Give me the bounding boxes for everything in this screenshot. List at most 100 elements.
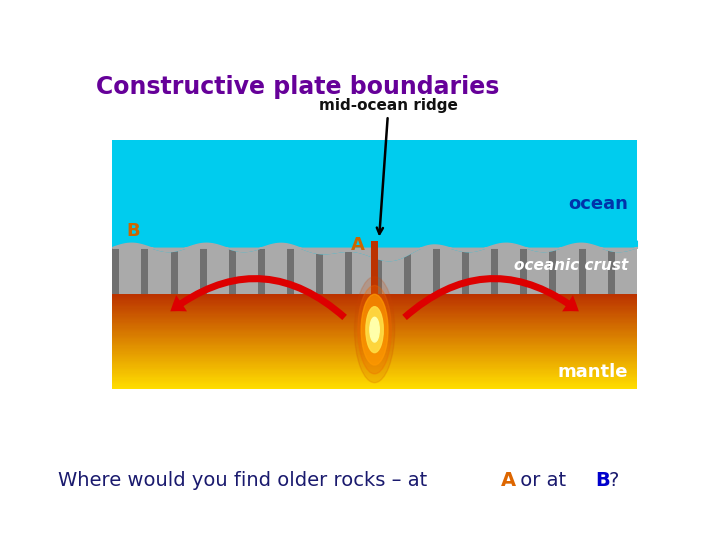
Bar	[112, 369, 636, 370]
Bar	[112, 298, 636, 299]
Bar	[229, 247, 236, 294]
Bar	[112, 308, 636, 310]
Bar	[112, 386, 636, 387]
Bar	[608, 247, 615, 294]
Bar	[112, 312, 636, 313]
Bar	[112, 330, 636, 331]
Bar	[112, 362, 636, 363]
Bar	[112, 140, 636, 247]
Bar	[316, 247, 323, 294]
FancyArrowPatch shape	[171, 275, 347, 320]
Bar	[579, 247, 585, 294]
Bar	[112, 353, 636, 354]
Bar	[156, 247, 163, 294]
Bar	[549, 247, 557, 294]
Text: mid-ocean ridge: mid-ocean ridge	[319, 98, 458, 234]
Bar	[112, 310, 636, 311]
Text: ?: ?	[608, 471, 618, 490]
Bar	[258, 247, 265, 294]
Bar	[112, 324, 636, 325]
Ellipse shape	[354, 276, 395, 383]
Bar	[418, 247, 426, 294]
Bar	[593, 247, 600, 294]
Bar	[433, 247, 440, 294]
Bar	[112, 343, 636, 344]
Bar	[112, 348, 636, 349]
Bar	[112, 332, 636, 333]
Bar	[112, 320, 636, 322]
Bar	[112, 388, 636, 389]
Bar	[112, 355, 636, 356]
Bar	[112, 387, 636, 388]
Text: A: A	[501, 471, 516, 490]
Bar	[112, 359, 636, 360]
Bar	[477, 247, 484, 294]
Bar	[112, 333, 636, 335]
Bar	[112, 345, 636, 347]
Bar	[112, 316, 636, 317]
Bar	[112, 319, 636, 320]
Bar	[564, 247, 571, 294]
Bar	[112, 382, 636, 383]
Bar	[243, 247, 251, 294]
Bar	[287, 247, 294, 294]
Bar	[171, 247, 178, 294]
Text: Constructive plate boundaries: Constructive plate boundaries	[96, 75, 499, 99]
Bar	[491, 247, 498, 294]
Bar	[447, 247, 454, 294]
Bar	[112, 384, 636, 386]
Bar	[112, 295, 636, 296]
Bar	[112, 336, 636, 337]
Ellipse shape	[370, 318, 379, 342]
Bar	[112, 313, 636, 314]
FancyArrowPatch shape	[402, 275, 579, 320]
Bar	[112, 318, 636, 319]
Bar	[112, 322, 636, 323]
Bar	[360, 247, 367, 294]
Bar	[112, 376, 636, 377]
Bar	[112, 347, 636, 348]
Bar	[112, 373, 636, 374]
Bar	[127, 247, 134, 294]
Bar	[112, 339, 636, 341]
Bar	[112, 301, 636, 302]
Text: oceanic crust: oceanic crust	[514, 258, 629, 273]
Ellipse shape	[358, 286, 392, 374]
Bar	[112, 294, 636, 295]
Bar	[112, 296, 636, 298]
Bar	[112, 356, 636, 357]
Bar	[199, 247, 207, 294]
Text: B: B	[126, 222, 140, 240]
Bar	[112, 335, 636, 336]
Bar	[112, 368, 636, 369]
Text: or at: or at	[514, 471, 572, 490]
Bar	[112, 364, 636, 366]
Bar	[112, 326, 636, 327]
Bar	[112, 357, 636, 359]
Bar	[331, 247, 338, 294]
Bar	[185, 247, 192, 294]
Bar	[112, 366, 636, 367]
Bar	[505, 247, 513, 294]
Bar	[112, 351, 636, 353]
Bar	[112, 381, 636, 382]
Bar	[112, 331, 636, 332]
Bar	[112, 314, 636, 316]
Bar	[112, 325, 636, 326]
Bar	[346, 247, 352, 294]
Bar	[112, 323, 636, 324]
Bar	[112, 247, 636, 294]
Bar	[112, 350, 636, 351]
Bar	[112, 342, 636, 343]
Text: A: A	[351, 236, 365, 254]
Bar	[622, 247, 629, 294]
Bar	[112, 344, 636, 345]
Text: Where would you find older rocks – at: Where would you find older rocks – at	[58, 471, 433, 490]
Bar	[404, 247, 410, 294]
Bar	[112, 360, 636, 361]
Bar	[112, 383, 636, 384]
Bar	[112, 380, 636, 381]
Bar	[215, 247, 221, 294]
Bar	[302, 247, 309, 294]
Text: B: B	[595, 471, 610, 490]
